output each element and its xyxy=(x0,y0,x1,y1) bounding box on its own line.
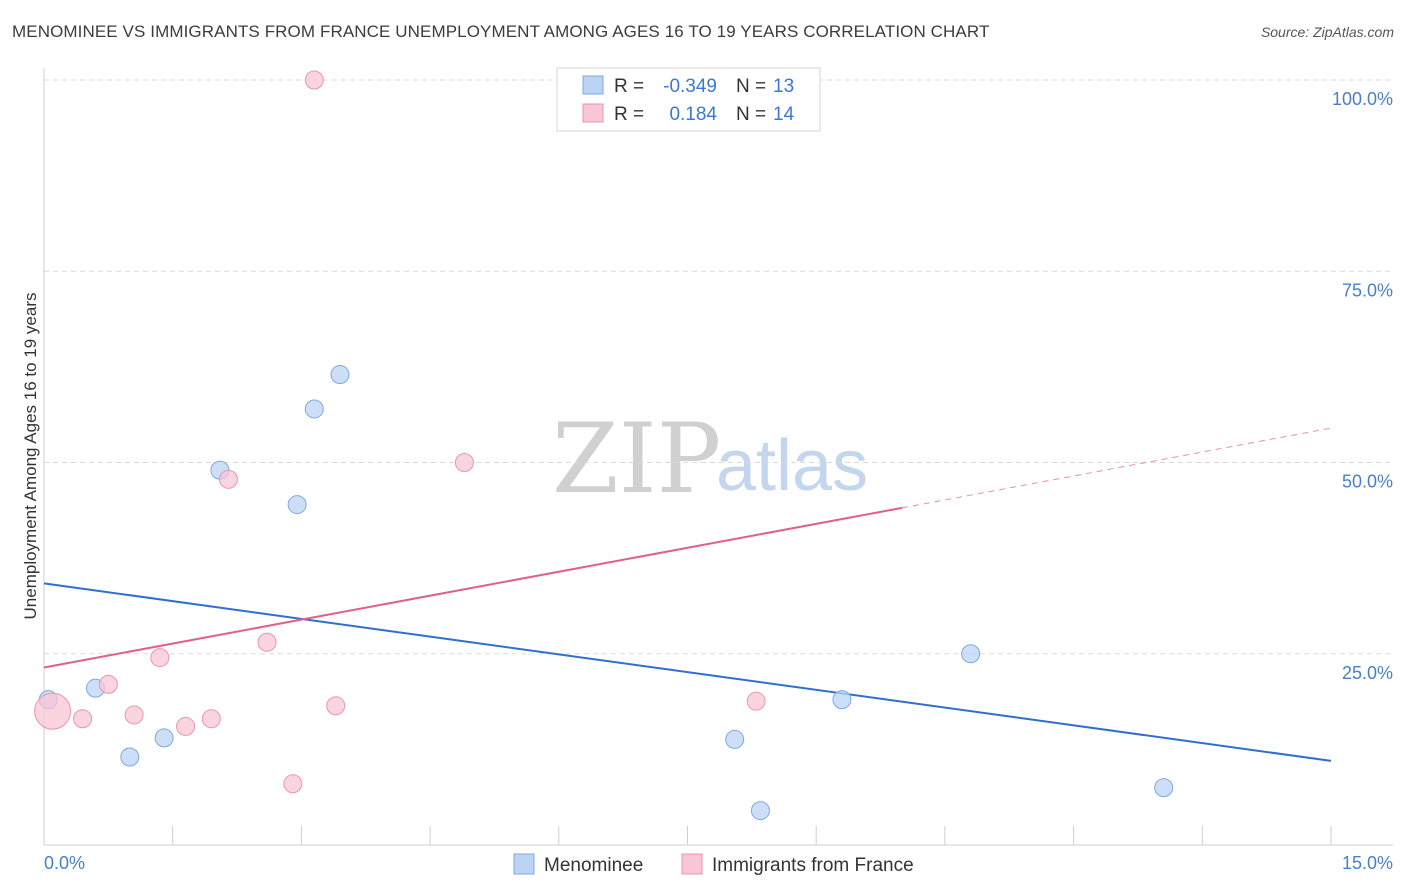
france-point-9 xyxy=(283,774,303,794)
menominee-point-8 xyxy=(725,729,745,749)
legend-r-value-1: -0.349 xyxy=(663,76,717,97)
legend-n-label-1: N = xyxy=(736,76,766,97)
menominee-point-12 xyxy=(1154,778,1174,798)
trend-line-solid-1 xyxy=(43,506,903,669)
france-point-12 xyxy=(454,453,474,472)
menominee-point-2 xyxy=(120,747,140,767)
scatter-points xyxy=(34,70,1174,821)
legend-r-value-2: 0.184 xyxy=(669,104,717,125)
legend-r-label-1: R = xyxy=(614,76,644,97)
legend-r-label-2: R = xyxy=(614,104,644,125)
gridlines xyxy=(44,79,1393,655)
y-tick-label-25: 25.0% xyxy=(1342,663,1393,683)
legend-swatch-menominee xyxy=(513,853,535,875)
france-point-4 xyxy=(150,648,170,668)
menominee-point-6 xyxy=(304,399,324,419)
menominee-point-11 xyxy=(961,644,981,664)
chart-title: MENOMINEE VS IMMIGRANTS FROM FRANCE UNEM… xyxy=(12,22,990,41)
series-legend: Menominee Immigrants from France xyxy=(513,853,914,876)
x-tick-label-min: 0.0% xyxy=(44,853,85,873)
france-point-2 xyxy=(98,674,118,694)
legend-n-label-2: N = xyxy=(736,104,766,125)
y-tick-label-100: 100.0% xyxy=(1332,89,1393,109)
y-axis-label: Unemployment Among Ages 16 to 19 years xyxy=(21,293,40,620)
france-point-1 xyxy=(73,709,93,729)
y-tick-label-75: 75.0% xyxy=(1342,280,1393,300)
france-point-10 xyxy=(304,70,324,90)
legend-n-value-1: 13 xyxy=(773,76,794,97)
trend-lines xyxy=(43,427,1332,762)
trend-line-0 xyxy=(43,582,1332,762)
france-point-8 xyxy=(257,632,277,652)
france-point-0 xyxy=(34,692,72,730)
trend-line-dashed-1 xyxy=(901,427,1332,509)
france-point-5 xyxy=(176,716,196,736)
menominee-point-7 xyxy=(330,365,350,385)
correlation-legend: R = -0.349 N = 13 R = 0.184 N = 14 xyxy=(556,67,821,132)
legend-swatch-pink xyxy=(582,103,604,123)
legend-swatch-blue xyxy=(582,75,604,95)
legend-n-value-2: 14 xyxy=(773,104,795,125)
france-point-13 xyxy=(746,691,766,711)
watermark-atlas: atlas xyxy=(716,426,868,506)
france-point-6 xyxy=(201,709,221,729)
watermark-zip: ZIP xyxy=(552,403,721,515)
y-tick-label-50: 50.0% xyxy=(1342,472,1393,492)
france-point-7 xyxy=(218,469,238,489)
x-tick-label-max: 15.0% xyxy=(1342,853,1393,873)
legend-label-menominee: Menominee xyxy=(544,855,643,876)
menominee-point-10 xyxy=(832,690,852,710)
france-point-3 xyxy=(124,705,144,725)
menominee-point-9 xyxy=(750,801,770,821)
source-label: Source: ZipAtlas.com xyxy=(1260,24,1394,40)
france-point-11 xyxy=(326,696,346,716)
menominee-point-3 xyxy=(154,728,174,748)
menominee-point-5 xyxy=(287,495,307,515)
legend-swatch-france xyxy=(681,853,703,875)
y-tick-labels: 25.0% 50.0% 75.0% 100.0% xyxy=(1332,89,1393,683)
legend-label-france: Immigrants from France xyxy=(712,855,914,876)
